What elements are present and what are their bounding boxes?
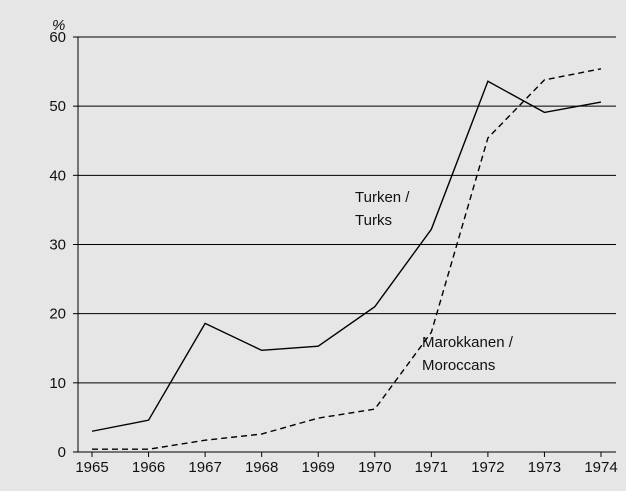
x-tick-label: 1971	[415, 459, 448, 476]
x-tick-label: 1973	[528, 459, 561, 476]
y-tick-label: 30	[49, 236, 66, 253]
y-unit: %	[52, 17, 65, 34]
x-tick-label: 1972	[471, 459, 504, 476]
x-tick-label: 1968	[245, 459, 278, 476]
series-label: Marokkanen /	[422, 334, 514, 351]
series-label: Turken /	[355, 189, 410, 206]
x-tick-label: 1966	[132, 459, 165, 476]
y-tick-label: 20	[49, 306, 66, 323]
x-tick-label: 1970	[358, 459, 391, 476]
series-label: Moroccans	[422, 357, 495, 374]
series-line	[91, 80, 602, 432]
y-tick-label: 40	[49, 167, 66, 184]
y-tick-label: 60	[49, 29, 66, 46]
series-line	[92, 68, 602, 450]
series-label: Turks	[355, 212, 392, 229]
y-tick-label: 10	[49, 375, 66, 392]
x-tick-label: 1965	[75, 459, 108, 476]
x-tick-label: 1974	[584, 459, 617, 476]
x-tick-label: 1967	[188, 459, 221, 476]
x-tick-label: 1969	[302, 459, 335, 476]
y-tick-label: 50	[49, 98, 66, 115]
y-tick-label: 0	[58, 444, 66, 461]
